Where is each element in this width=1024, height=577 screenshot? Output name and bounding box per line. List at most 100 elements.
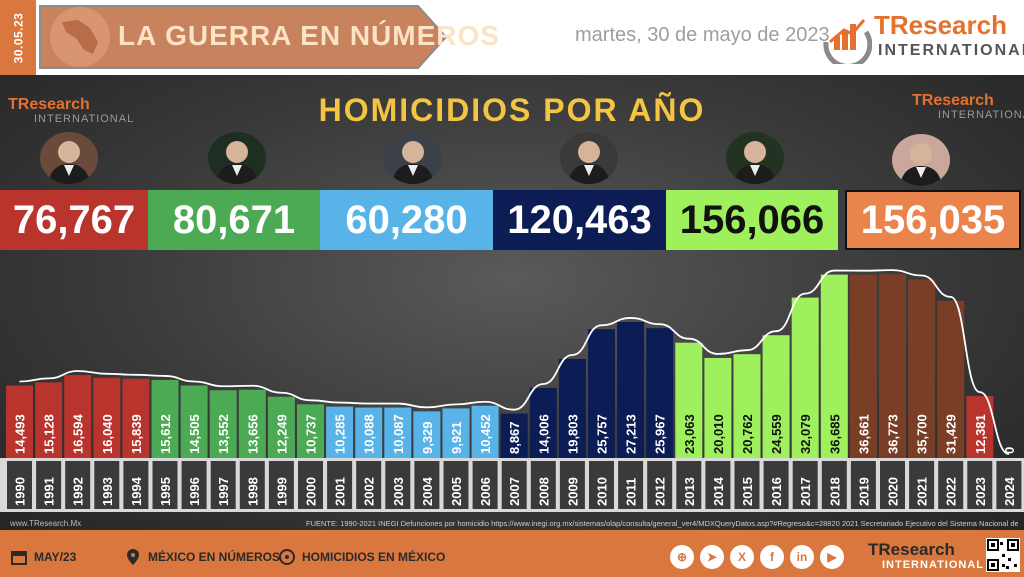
year-label-1998: 1998 <box>245 477 260 506</box>
footer-logo-main: TResearch <box>868 540 955 559</box>
year-tick-bg <box>676 461 702 509</box>
value-label-2008: 14,006 <box>536 414 551 454</box>
period-total-4: 120,463 <box>493 190 666 250</box>
telegram-icon[interactable]: ➤ <box>700 545 724 569</box>
bar-2008 <box>529 387 557 458</box>
year-label-1999: 1999 <box>274 477 289 506</box>
date-tab: 30.05.23 <box>0 0 36 75</box>
globe-icon[interactable]: ⊕ <box>670 545 694 569</box>
x-icon[interactable]: X <box>730 545 754 569</box>
year-label-2002: 2002 <box>362 477 377 506</box>
value-label-2001: 10,285 <box>333 414 348 454</box>
bar-1995 <box>151 379 179 458</box>
year-label-2011: 2011 <box>624 478 639 506</box>
year-tick-bg <box>181 461 207 509</box>
bar-2021 <box>908 279 936 458</box>
period-total-5: 156,066 <box>666 190 838 250</box>
year-tick-bg <box>414 461 440 509</box>
year-label-2010: 2010 <box>595 477 610 506</box>
period-total-2: 80,671 <box>148 190 320 250</box>
year-tick-bg <box>792 461 818 509</box>
bar-1992 <box>64 375 92 458</box>
bar-1991 <box>35 382 63 458</box>
year-tick-bg <box>123 461 149 509</box>
year-label-1997: 1997 <box>216 477 231 506</box>
mexico-map-icon <box>62 20 98 54</box>
year-label-2014: 2014 <box>711 476 726 506</box>
tresearch-logo[interactable]: TResearch INTERNATIONAL <box>820 8 1024 68</box>
bar-2009 <box>558 358 586 458</box>
value-label-2022: 31,429 <box>944 414 959 454</box>
value-label-2023: 12,381 <box>973 414 988 454</box>
value-label-1991: 15,128 <box>42 414 57 454</box>
year-label-2008: 2008 <box>536 477 551 506</box>
year-label-2024: 2024 <box>1002 476 1017 506</box>
year-tick-bg <box>909 461 935 509</box>
value-label-2004: 9,329 <box>420 421 435 454</box>
page-title: LA GUERRA EN NÚMEROS <box>118 20 500 51</box>
calendar-icon <box>11 551 27 565</box>
year-tick-bg <box>472 461 498 509</box>
bar-2012 <box>646 328 674 458</box>
value-label-2012: 25,967 <box>653 414 668 454</box>
footer-bar <box>0 530 1024 577</box>
bar-2019 <box>849 274 877 458</box>
year-label-1993: 1993 <box>100 477 115 506</box>
chart-title: HOMICIDIOS POR AÑO <box>318 92 706 128</box>
bar-2003 <box>384 407 412 458</box>
watermark-logo-main: TResearch <box>912 92 994 109</box>
value-label-2003: 10,087 <box>391 414 406 454</box>
footer-date-label: MAY/23 <box>34 550 77 564</box>
footer-logo[interactable]: TResearch INTERNATIONAL <box>868 540 983 574</box>
year-label-1994: 1994 <box>129 476 144 506</box>
period-total-3: 60,280 <box>320 190 493 250</box>
watermark-logo-main: TResearch <box>8 96 90 113</box>
footer-homicides[interactable]: HOMICIDIOS EN MÉXICO <box>278 548 445 566</box>
value-label-2018: 36,685 <box>827 414 842 454</box>
bar-2020 <box>879 274 906 458</box>
bar-2002 <box>355 407 383 458</box>
website-credit[interactable]: www.TResearch.Mx <box>10 519 82 528</box>
bar-2016 <box>762 335 790 458</box>
president-portrait-1 <box>40 132 98 184</box>
year-tick-bg <box>559 461 585 509</box>
year-label-2007: 2007 <box>507 477 522 506</box>
value-label-2006: 10,452 <box>478 414 493 454</box>
year-tick-bg <box>7 461 32 509</box>
year-tick-bg <box>65 461 91 509</box>
value-label-2024: 0 <box>1002 447 1017 454</box>
year-tick-bg <box>589 461 614 509</box>
year-tick-bg <box>763 461 789 509</box>
year-label-2015: 2015 <box>740 477 755 506</box>
footer-mexico-numbers[interactable]: MÉXICO EN NÚMEROS <box>124 548 280 566</box>
value-label-2007: 8,867 <box>507 421 522 454</box>
facebook-icon[interactable]: f <box>760 545 784 569</box>
year-tick-bg <box>618 461 644 509</box>
watermark-logo-right: TResearch INTERNATIONAL <box>912 92 1024 126</box>
president-portrait-2 <box>208 132 266 184</box>
bar-2006 <box>471 405 499 458</box>
year-label-2001: 2001 <box>333 477 348 506</box>
logo-main-text: TResearch <box>874 10 1007 40</box>
homicides-bar-chart: 14,493 1990 15,128 1991 16,594 1992 16,040 1993… <box>0 269 1024 512</box>
year-tick-bg <box>268 461 294 509</box>
youtube-icon[interactable]: ▶ <box>820 545 844 569</box>
year-tick-bg <box>647 461 673 509</box>
value-label-2000: 10,737 <box>304 414 319 454</box>
president-portrait-5 <box>726 132 784 184</box>
period-total-6: 156,035 <box>845 190 1021 250</box>
year-tick-bg <box>501 461 527 509</box>
period-total-1: 76,767 <box>0 190 148 250</box>
trend-line <box>19 269 1010 455</box>
year-tick-bg <box>821 461 847 509</box>
year-tick-bg <box>443 461 469 509</box>
qr-code-icon[interactable] <box>986 538 1020 572</box>
bar-2022 <box>937 300 965 458</box>
value-label-2020: 36,773 <box>886 414 901 454</box>
bar-1998 <box>238 389 266 458</box>
year-tick-bg <box>356 461 382 509</box>
year-label-2021: 2021 <box>915 477 930 506</box>
year-label-2022: 2022 <box>944 477 959 506</box>
linkedin-icon[interactable]: in <box>790 545 814 569</box>
bar-2017 <box>791 297 819 458</box>
